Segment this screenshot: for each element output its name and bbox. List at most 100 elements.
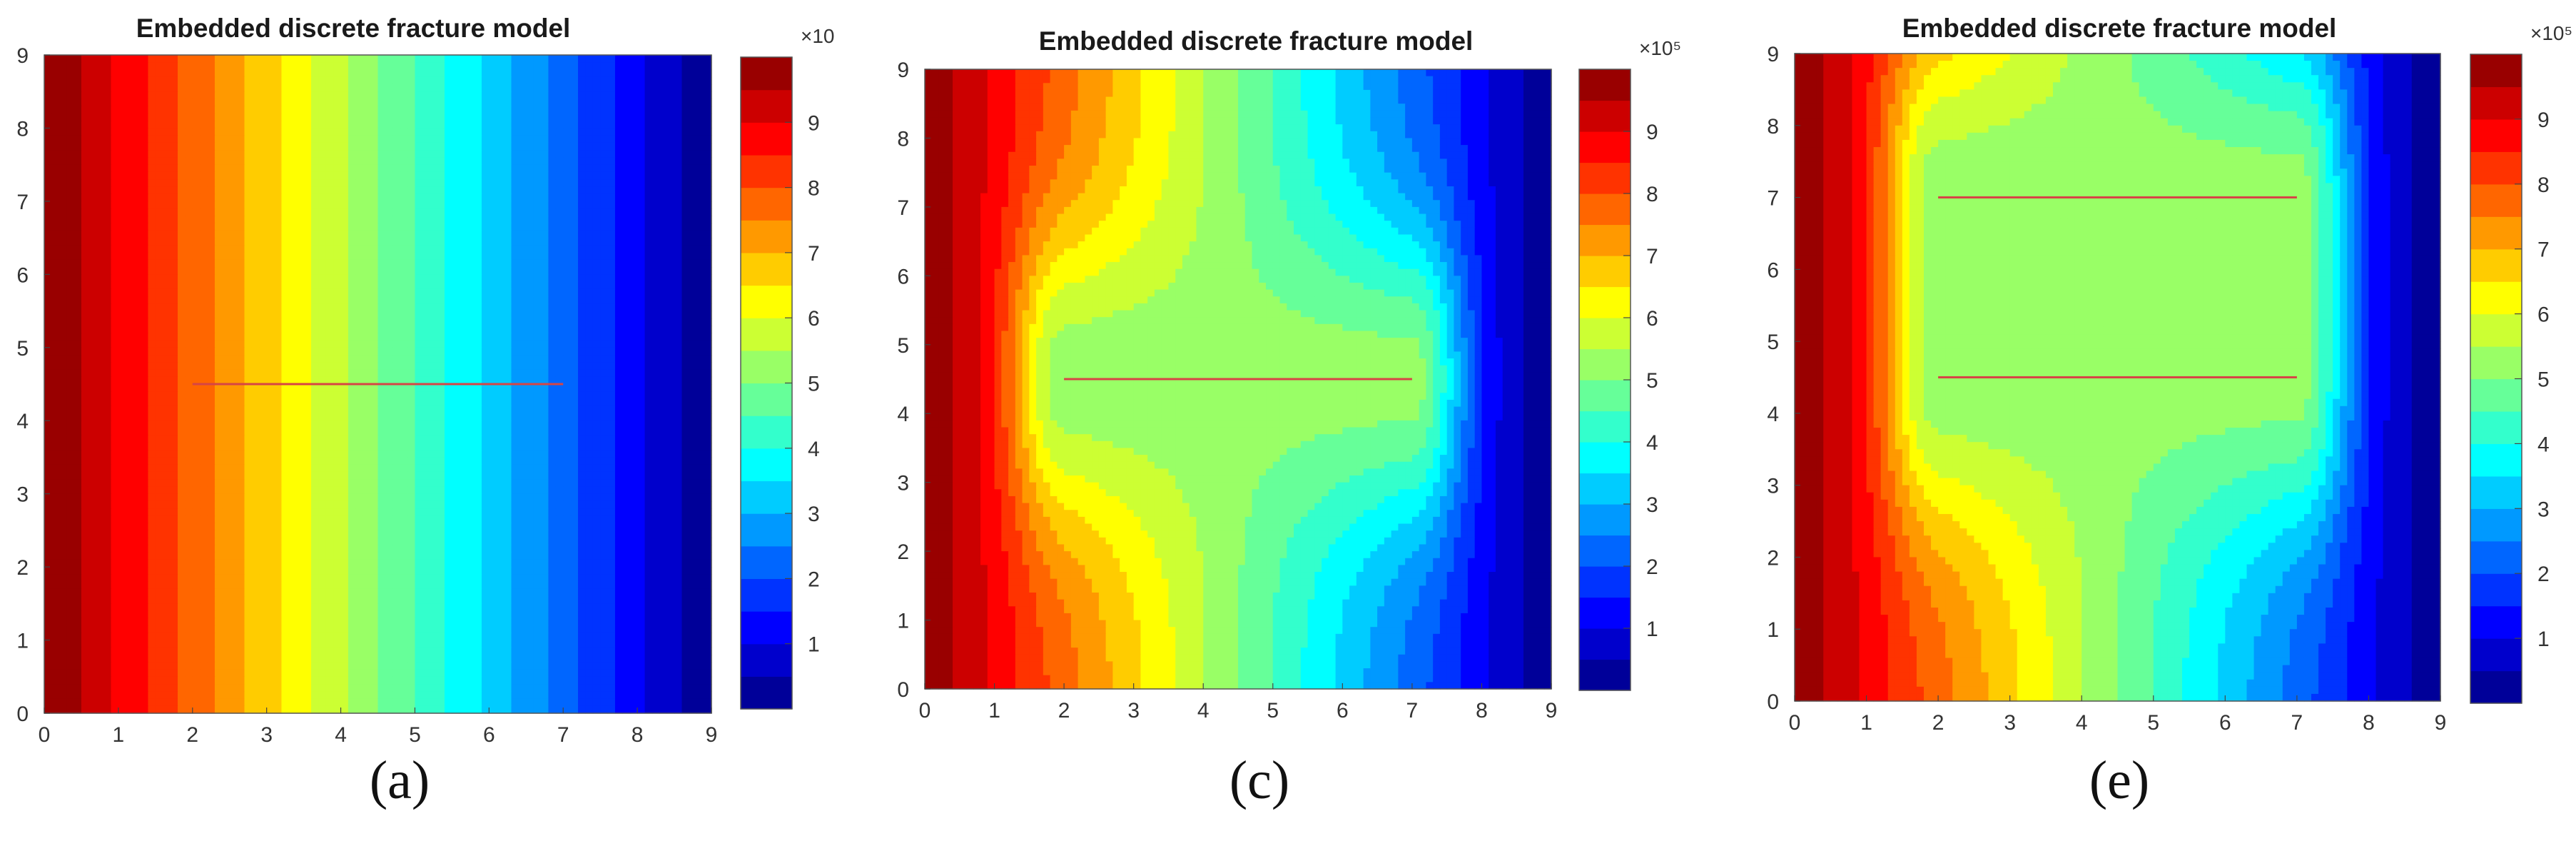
heatmap-cell — [266, 186, 275, 195]
heatmap-cell — [689, 274, 697, 283]
heatmap-cell — [533, 186, 542, 195]
heatmap-cell — [133, 421, 141, 429]
heatmap-cell — [288, 442, 297, 450]
heatmap-cell — [578, 135, 586, 143]
heatmap-cell — [430, 413, 438, 421]
heatmap-cell — [467, 201, 475, 209]
heatmap-cell — [170, 398, 178, 407]
heatmap-cell — [644, 303, 653, 312]
heatmap-cell — [704, 311, 712, 319]
heatmap-cell — [126, 288, 134, 297]
heatmap-cell — [607, 333, 616, 341]
heatmap-cell — [66, 216, 75, 224]
heatmap-cell — [541, 340, 549, 348]
heatmap-cell — [555, 193, 564, 202]
heatmap-cell — [355, 208, 364, 216]
heatmap-cell — [570, 186, 579, 195]
heatmap-cell — [696, 259, 705, 268]
heatmap-cell — [659, 267, 668, 275]
heatmap-cell — [362, 421, 371, 429]
heatmap-cell — [637, 84, 646, 92]
heatmap-cell — [415, 435, 423, 443]
heatmap-cell — [681, 369, 690, 378]
heatmap-cell — [96, 121, 104, 129]
heatmap-cell — [111, 135, 119, 143]
heatmap-cell — [526, 274, 534, 283]
heatmap-cell — [207, 201, 215, 209]
heatmap-cell — [674, 171, 683, 180]
heatmap-cell — [459, 76, 467, 85]
heatmap-cell — [66, 223, 75, 231]
heatmap-cell — [192, 318, 201, 326]
heatmap-cell — [229, 216, 238, 224]
heatmap-cell — [614, 193, 623, 202]
heatmap-cell — [118, 193, 126, 202]
heatmap-cell — [622, 69, 631, 78]
heatmap-cell — [385, 142, 393, 151]
heatmap-cell — [251, 369, 260, 378]
heatmap-cell — [51, 340, 60, 348]
heatmap-cell — [96, 69, 104, 78]
heatmap-cell — [325, 193, 334, 202]
heatmap-cell — [51, 259, 60, 268]
heatmap-cell — [600, 384, 609, 392]
heatmap-cell — [415, 281, 423, 290]
heatmap-cell — [430, 179, 438, 187]
heatmap-cell — [288, 171, 297, 180]
heatmap-cell — [666, 150, 675, 158]
heatmap-cell — [266, 340, 275, 348]
heatmap-cell — [118, 362, 126, 371]
heatmap-cell — [659, 435, 668, 443]
heatmap-cell — [362, 121, 371, 129]
heatmap-cell — [118, 135, 126, 143]
heatmap-cell — [651, 99, 660, 107]
heatmap-cell — [445, 281, 452, 290]
heatmap-cell — [467, 274, 475, 283]
heatmap-cell — [481, 296, 490, 304]
heatmap-cell — [51, 179, 60, 187]
heatmap-cell — [681, 223, 690, 231]
heatmap-cell — [229, 303, 238, 312]
heatmap-cell — [281, 69, 290, 78]
heatmap-cell — [452, 91, 460, 100]
heatmap-cell — [659, 259, 668, 268]
heatmap-cell — [622, 186, 631, 195]
heatmap-cell — [452, 157, 460, 166]
heatmap-cell — [163, 333, 171, 341]
heatmap-cell — [59, 91, 67, 100]
heatmap-cell — [340, 457, 349, 465]
heatmap-cell — [377, 376, 386, 385]
heatmap-cell — [192, 186, 201, 195]
heatmap-cell — [66, 406, 75, 414]
heatmap-cell — [66, 179, 75, 187]
heatmap-cell — [288, 128, 297, 136]
heatmap-cell — [274, 398, 283, 407]
heatmap-cell — [644, 186, 653, 195]
heatmap-cell — [266, 62, 275, 71]
heatmap-cell — [622, 398, 631, 407]
heatmap-cell — [637, 208, 646, 216]
heatmap-cell — [696, 76, 705, 85]
heatmap-cell — [73, 376, 82, 385]
heatmap-cell — [377, 311, 386, 319]
heatmap-cell — [526, 267, 534, 275]
heatmap-cell — [622, 193, 631, 202]
heatmap-cell — [148, 413, 156, 421]
heatmap-cell — [407, 186, 416, 195]
heatmap-cell — [96, 421, 104, 429]
heatmap-cell — [392, 362, 401, 371]
heatmap-cell — [311, 84, 319, 92]
heatmap-cell — [355, 406, 364, 414]
heatmap-cell — [430, 347, 438, 356]
heatmap-cell — [348, 201, 356, 209]
heatmap-cell — [200, 311, 208, 319]
heatmap-cell — [281, 413, 290, 421]
heatmap-cell — [59, 223, 67, 231]
heatmap-cell — [163, 435, 171, 443]
heatmap-cell — [600, 281, 609, 290]
heatmap-cell — [318, 171, 327, 180]
heatmap-cell — [229, 413, 238, 421]
heatmap-cell — [541, 296, 549, 304]
heatmap-cell — [207, 171, 215, 180]
heatmap-cell — [400, 193, 408, 202]
